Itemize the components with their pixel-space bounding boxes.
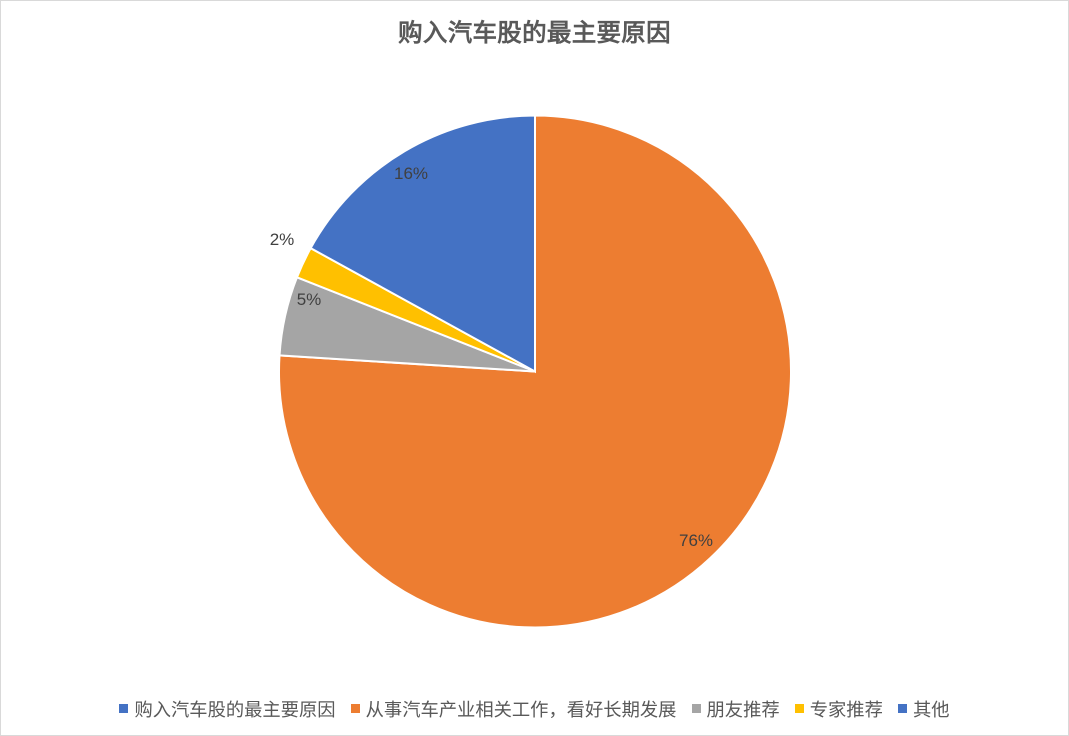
svg-text:16%: 16% <box>394 164 428 183</box>
svg-text:2%: 2% <box>270 230 295 249</box>
svg-text:76%: 76% <box>679 531 713 550</box>
svg-text:5%: 5% <box>297 290 322 309</box>
